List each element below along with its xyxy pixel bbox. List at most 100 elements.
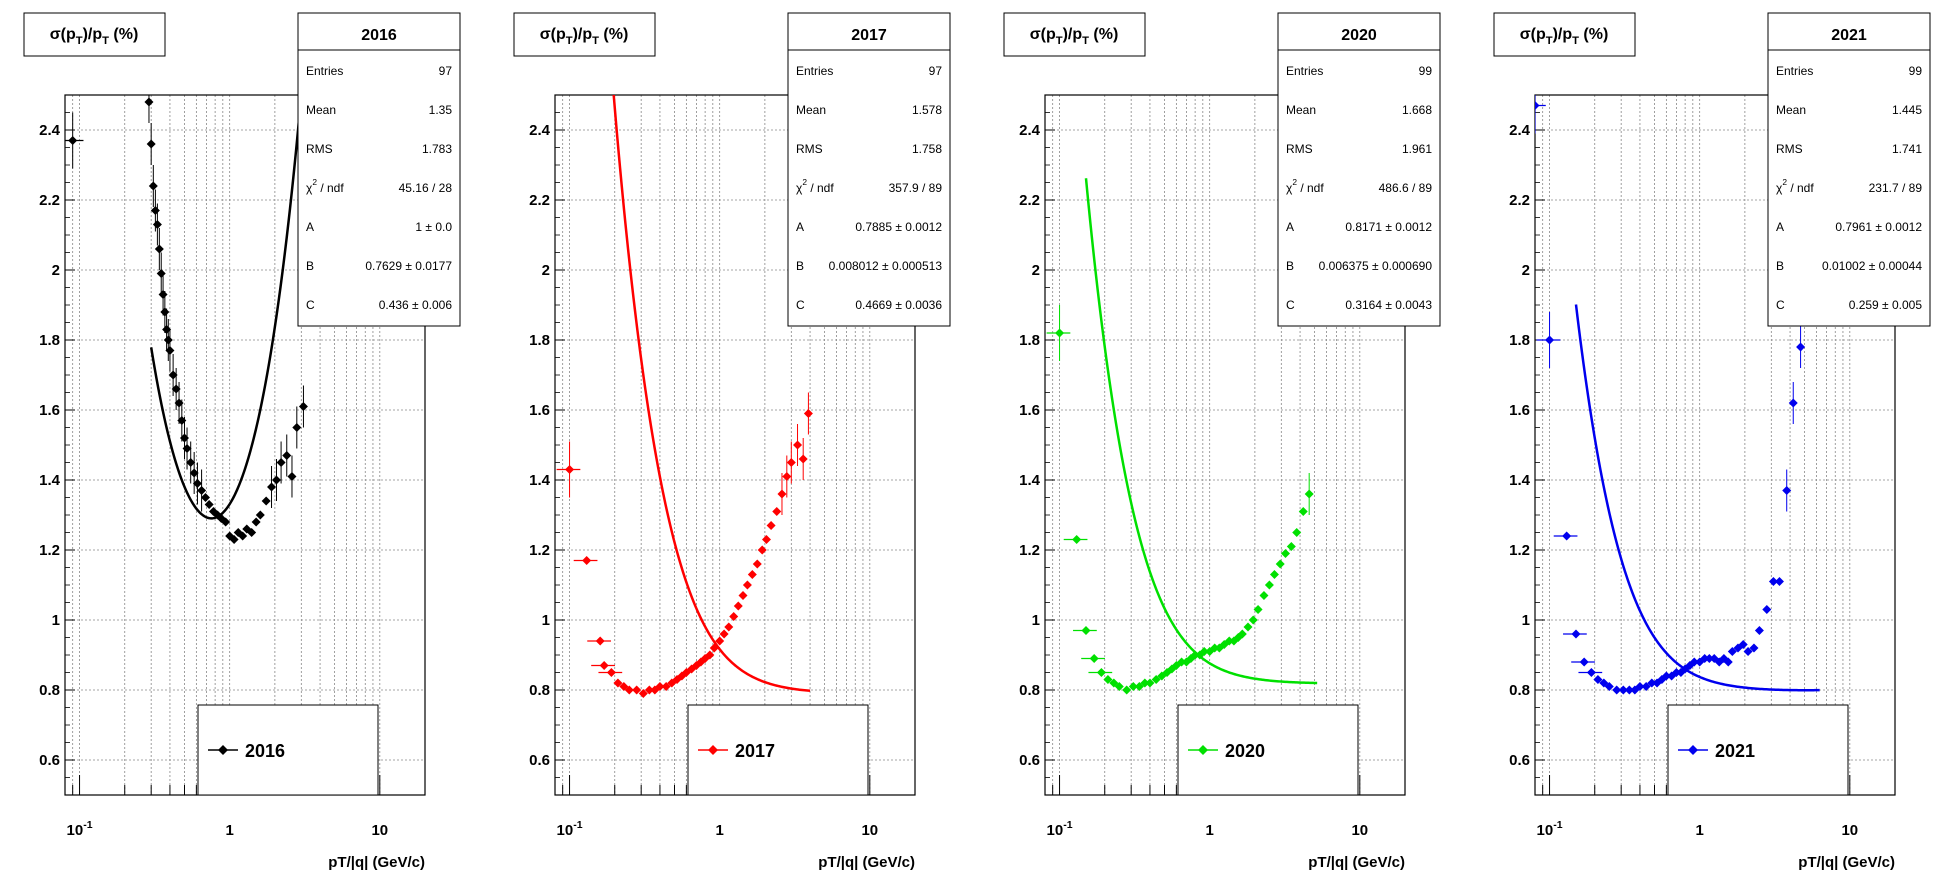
stats-value: 1.741 (1892, 142, 1922, 156)
y-tick-label: 1 (1032, 612, 1040, 629)
legend-label: 2020 (1225, 741, 1265, 761)
data-point (171, 384, 181, 394)
data-point (1635, 682, 1645, 691)
stats-label: Entries (1776, 64, 1813, 78)
y-axis-title-box (23, 12, 166, 57)
stats-value: 1 ± 0.0 (415, 220, 452, 234)
y-tick-label: 1 (542, 612, 550, 629)
y-tick-label: 1.4 (39, 472, 61, 489)
legend-marker (1198, 745, 1208, 755)
data-point (644, 685, 654, 695)
data-point (238, 531, 248, 541)
data-point (1281, 549, 1291, 558)
data-point (1545, 335, 1555, 345)
stats-value: 0.006375 ± 0.000690 (1319, 259, 1433, 273)
data-point (1199, 647, 1209, 656)
stats-value: 1.578 (912, 103, 942, 117)
data-point (197, 486, 207, 495)
stats-title: 2016 (361, 27, 397, 44)
data-point (1248, 615, 1258, 625)
stats-value: 45.16 / 28 (399, 181, 453, 195)
data-point (152, 220, 162, 229)
data-point (1243, 622, 1253, 632)
data-point (582, 556, 592, 565)
y-tick-label: 2.4 (529, 122, 551, 139)
y-tick-label: 2 (1522, 262, 1530, 279)
y-axis-title: σ(pT)/pT (%) (1030, 26, 1119, 47)
data-point (200, 493, 210, 502)
data-point (1275, 559, 1285, 569)
data-point (719, 629, 729, 639)
stats-label: A (1286, 220, 1294, 234)
y-tick-label: 2.2 (529, 192, 550, 209)
stats-value: 1.783 (422, 142, 452, 156)
y-tick-label: 0.6 (529, 752, 550, 769)
stats-value: 0.3164 ± 0.0043 (1345, 298, 1432, 312)
legend-marker (708, 745, 718, 755)
stats-box (297, 12, 461, 327)
data-point (158, 290, 168, 299)
stats-value: 1.35 (429, 103, 453, 117)
data-point (1210, 643, 1220, 653)
data-point (1122, 685, 1132, 695)
data-point (1286, 542, 1296, 551)
y-tick-label: 1 (52, 612, 60, 629)
chart-panel-2020: 0.6 0.8 1 1.2 1.4 1.6 1.8 2 2.2 2.4 10-1 1 10 pT/|q| … (1003, 12, 1441, 871)
stats-label: χ2 / ndf (1776, 177, 1814, 195)
x-tick-label: 10-1 (1047, 819, 1073, 839)
data-point (624, 685, 634, 695)
data-point (1743, 647, 1753, 656)
stats-title: 2017 (851, 27, 887, 44)
data-point (144, 97, 154, 107)
data-point (1774, 577, 1784, 586)
stats-value: 0.4669 ± 0.0036 (855, 298, 942, 312)
x-axis-title: pT/|q| (GeV/c) (328, 854, 425, 871)
data-point (1195, 650, 1205, 660)
data-point (189, 468, 199, 478)
stats-label: B (796, 259, 804, 273)
data-point (1253, 605, 1263, 614)
y-tick-label: 0.6 (39, 752, 60, 769)
stats-label: C (306, 298, 315, 312)
data-point (691, 661, 701, 670)
data-point (1072, 535, 1082, 544)
stats-value: 97 (439, 64, 453, 78)
data-point (1641, 682, 1651, 691)
x-tick-label: 1 (226, 822, 234, 839)
data-point (1727, 647, 1737, 656)
stats-label: C (1776, 298, 1785, 312)
data-point (1661, 671, 1671, 681)
x-axis-title: pT/|q| (GeV/c) (818, 854, 915, 871)
y-tick-label: 2 (542, 262, 550, 279)
y-tick-label: 0.8 (1509, 682, 1530, 699)
y-tick-label: 1.6 (529, 402, 550, 419)
data-point (595, 636, 605, 646)
stats-label: Mean (306, 103, 336, 117)
data-point (1612, 685, 1622, 695)
x-tick-label: 10-1 (557, 819, 583, 839)
stats-title: 2021 (1831, 27, 1867, 44)
chart-panel-2017: 0.6 0.8 1 1.2 1.4 1.6 1.8 2 2.2 2.4 10-1 1 10 pT/|q| … (513, 12, 951, 871)
data-point (613, 678, 623, 688)
data-point (632, 685, 642, 695)
stats-label: C (1286, 298, 1295, 312)
data-point (619, 682, 629, 691)
data-point (1181, 657, 1191, 667)
data-point (1788, 398, 1798, 408)
data-point (752, 559, 762, 569)
data-point (1586, 668, 1596, 677)
data-point (766, 521, 776, 530)
data-point (255, 510, 265, 520)
data-point (772, 507, 782, 516)
stats-value: 0.7961 ± 0.0012 (1835, 220, 1922, 234)
y-tick-label: 1.8 (1509, 332, 1530, 349)
stats-label: A (1776, 220, 1784, 234)
y-tick-label: 1.8 (529, 332, 550, 349)
data-point (661, 682, 671, 691)
data-point (1762, 605, 1772, 614)
data-point (1233, 633, 1243, 642)
data-point (1738, 640, 1748, 649)
y-tick-label: 1.2 (39, 542, 60, 559)
data-point (667, 678, 677, 688)
stats-value: 357.9 / 89 (889, 181, 943, 195)
